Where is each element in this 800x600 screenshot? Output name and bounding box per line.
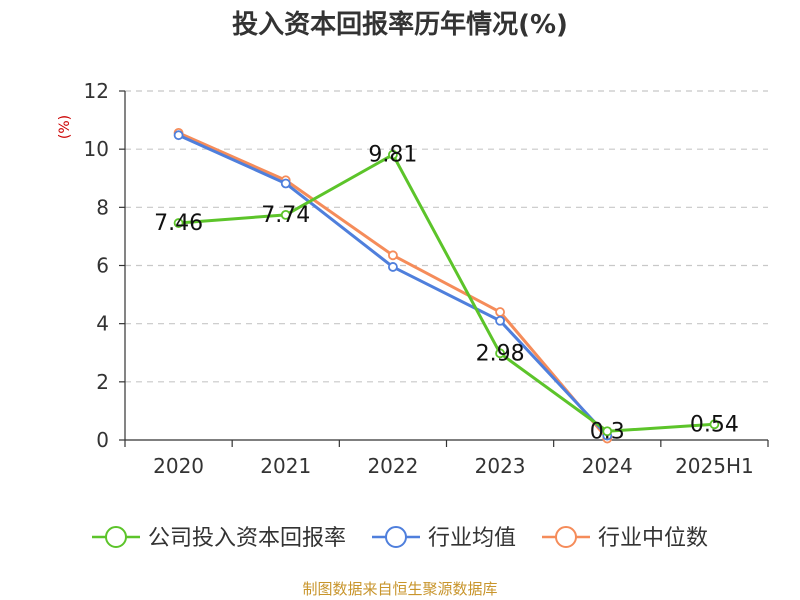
y-axis-ticks: 0 2 4 6 8 10 12: [84, 79, 125, 452]
data-label: 7.46: [154, 211, 203, 236]
legend-marker: [555, 526, 577, 548]
y-axis-label: (%): [57, 115, 73, 139]
x-tick-label: 2023: [475, 454, 526, 478]
chart-title: 投入资本回报率历年情况(%): [232, 10, 568, 40]
data-point: [280, 178, 291, 189]
y-tick-label: 10: [84, 137, 109, 161]
data-point: [388, 262, 398, 272]
x-tick-label: 2021: [260, 454, 311, 478]
y-tick-label: 6: [96, 254, 109, 278]
data-label: 2.98: [476, 341, 525, 366]
legend-label: 公司投入资本回报率: [148, 526, 346, 551]
x-tick-label: 2020: [153, 454, 204, 478]
series-line: [178, 153, 715, 433]
y-tick-label: 2: [96, 370, 109, 394]
data-point: [173, 130, 184, 141]
grid-lines: [125, 90, 768, 383]
source-note: 制图数据来自恒生聚源数据库: [302, 580, 498, 598]
y-tick-label: 0: [96, 428, 109, 452]
series-line: [177, 133, 609, 437]
data-point: [388, 250, 398, 261]
y-tick-label: 4: [96, 312, 109, 336]
y-tick-label: 8: [96, 195, 109, 219]
data-point: [602, 426, 613, 437]
legend-label: 行业中位数: [598, 526, 708, 551]
data-point: [495, 348, 505, 359]
data-label: 9.81: [368, 143, 417, 168]
data-label: 7.74: [261, 203, 310, 228]
data-point: [388, 149, 398, 160]
legend-marker: [105, 526, 127, 548]
legend: 公司投入资本回报率 行业均值 行业中位数: [92, 526, 708, 551]
x-tick-label: 2024: [582, 454, 633, 478]
data-point: [495, 307, 505, 317]
data-point: [280, 209, 291, 220]
x-axis-ticks: 2020 2021 2022 2023 2024 2025H1: [124, 440, 769, 478]
legend-marker: [385, 526, 407, 548]
y-tick-label: 12: [84, 79, 109, 103]
data-point: [709, 419, 720, 430]
data-label: 0.54: [690, 412, 739, 437]
series-line: [177, 131, 609, 440]
series-lines: [173, 127, 720, 444]
data-point: [173, 218, 184, 228]
data-label: 0.3: [590, 419, 625, 444]
x-tick-label: 2025H1: [675, 454, 754, 478]
legend-label: 行业均值: [428, 526, 516, 551]
data-point: [495, 315, 505, 326]
data-labels: 7.46 7.74 9.81 2.98 0.3 0.54: [154, 143, 739, 445]
x-tick-label: 2022: [367, 454, 418, 478]
